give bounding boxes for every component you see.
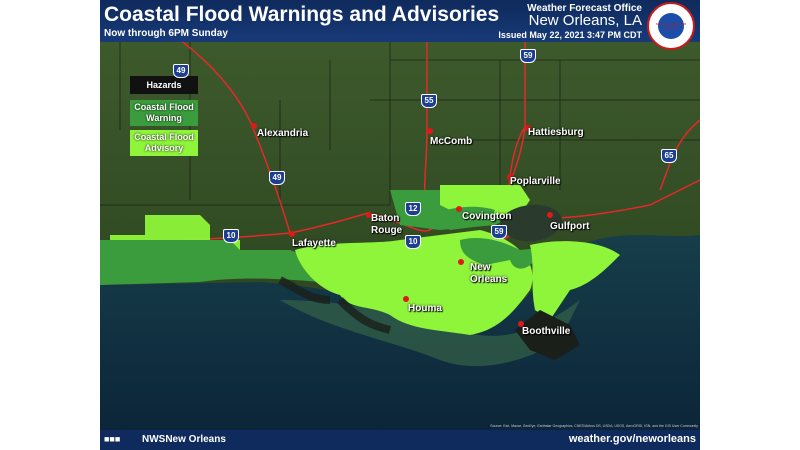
source: Source: Esri, Maxar, GeoEye, Earthstar G… (490, 424, 698, 428)
highway-shield: 12 (405, 202, 421, 216)
city-label: Houma (408, 303, 442, 314)
city-label: Baton Rouge (371, 213, 403, 236)
legend-item: Coastal Flood Advisory (130, 130, 198, 156)
logo-center (658, 13, 684, 39)
legend-item: Coastal Flood Warning (130, 100, 198, 126)
highway-shield: 59 (520, 49, 536, 63)
city-label: Gulfport (550, 221, 590, 232)
city-dot (403, 296, 409, 302)
city-dot (289, 231, 295, 237)
map (100, 0, 700, 450)
legend-title: Hazards (130, 76, 198, 94)
city-label: Lafayette (292, 238, 336, 249)
footer-band (100, 430, 700, 450)
highway-shield: 65 (661, 149, 677, 163)
city-dot (251, 123, 257, 129)
city-label: McComb (430, 136, 473, 147)
city-dot (525, 125, 531, 131)
city-dot (547, 212, 553, 218)
highway-shield: 55 (421, 94, 437, 108)
website[interactable]: weather.gov/neworleans (568, 433, 696, 445)
logo-text: NATIONAL WEATHER SERVICE (655, 22, 687, 30)
city-dot (518, 321, 524, 327)
highway-shield: 10 (405, 235, 421, 249)
city-label: Covington (462, 211, 512, 222)
office: Weather Forecast Office (527, 3, 642, 14)
city-dot (456, 206, 462, 212)
highway-shield: 59 (491, 225, 507, 239)
social: NWSNew Orleans (142, 434, 226, 445)
subtitle: Now through 6PM Sunday (104, 28, 228, 39)
nws-logo: NATIONAL WEATHER SERVICE (647, 2, 695, 50)
city-dot (507, 174, 513, 180)
highway-shield: 10 (223, 229, 239, 243)
title: Coastal Flood Warnings and Advisories (104, 3, 500, 26)
issued: Issued May 22, 2021 3:47 PM CDT (498, 30, 642, 40)
city-label: Boothville (522, 326, 571, 337)
city-dot (427, 128, 433, 134)
city-label: Poplarville (510, 176, 561, 187)
city-label: Alexandria (257, 128, 309, 139)
city-dot (458, 259, 464, 265)
map-graphic (100, 0, 700, 450)
city-label: New Orleans (470, 262, 508, 285)
header-band (100, 0, 700, 42)
highway-shield: 49 (173, 64, 189, 78)
highway-shield: 49 (269, 171, 285, 185)
social-icons: ■■■ (104, 434, 121, 444)
city-label: Hattiesburg (528, 127, 584, 138)
location: New Orleans, LA (528, 12, 642, 29)
city-dot (366, 212, 372, 218)
